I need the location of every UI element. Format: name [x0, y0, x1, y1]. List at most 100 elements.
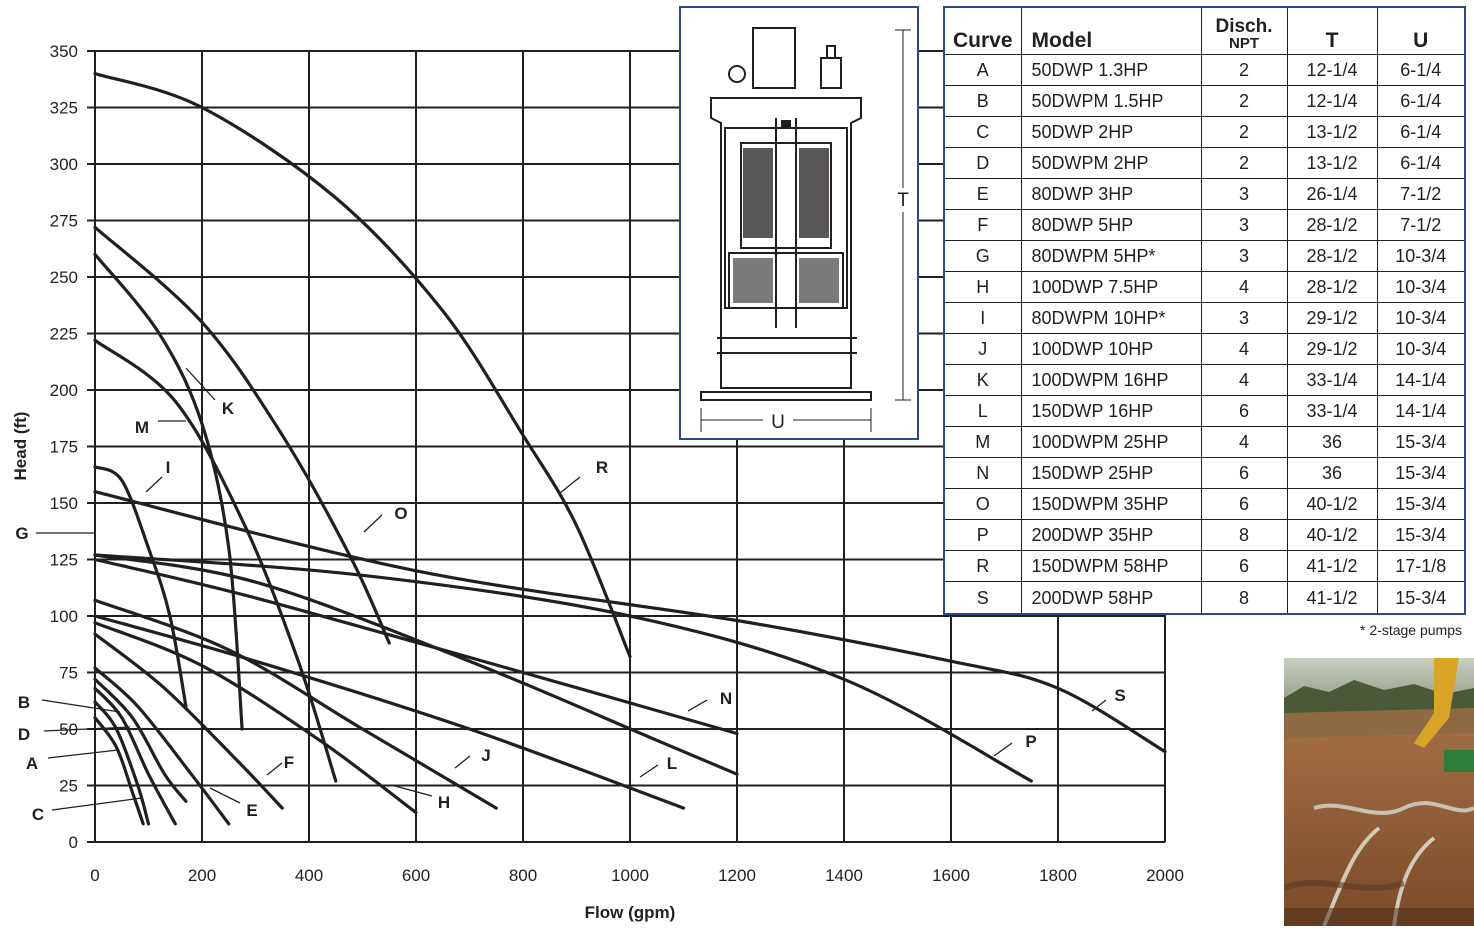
leader-line-a [47, 749, 119, 759]
cell-curve: L [945, 395, 1022, 428]
cell-disch: 3 [1200, 301, 1288, 334]
cell-u: 15-3/4 [1376, 426, 1464, 459]
leader-line-n [687, 699, 708, 712]
table-row: H 100DWP 7.5HP 4 28-1/2 10-3/4 [945, 270, 1464, 303]
table-row: I 80DWPM 10HP* 3 29-1/2 10-3/4 [945, 301, 1464, 334]
cell-u: 7-1/2 [1376, 208, 1464, 241]
cell-u: 10-3/4 [1376, 332, 1464, 365]
cell-curve: P [945, 519, 1022, 552]
cell-model: 50DWP 1.3HP [1020, 53, 1202, 86]
curve-label-m: M [135, 418, 149, 437]
curve-f [93, 632, 284, 810]
cell-t: 26-1/4 [1286, 177, 1378, 210]
curve-label-c: C [32, 805, 44, 824]
cell-t: 36 [1286, 426, 1378, 459]
cell-model: 100DWP 10HP [1020, 332, 1202, 365]
y-tick-label: 300 [50, 155, 78, 174]
cell-u: 7-1/2 [1376, 177, 1464, 210]
cell-model: 200DWP 35HP [1020, 519, 1202, 552]
cell-curve: I [945, 301, 1022, 334]
table-row: M 100DWPM 25HP 4 36 15-3/4 [945, 426, 1464, 459]
table-row: L 150DWP 16HP 6 33-1/4 14-1/4 [945, 395, 1464, 428]
leader-line-c [51, 797, 143, 811]
curve-e [93, 666, 231, 826]
cell-u: 14-1/4 [1376, 363, 1464, 397]
table-row: J 100DWP 10HP 4 29-1/2 10-3/4 [945, 332, 1464, 365]
table-row: S 200DWP 58HP 8 41-1/2 15-3/4 [945, 581, 1464, 613]
curve-label-o: O [394, 504, 407, 523]
cell-curve: B [945, 84, 1022, 117]
cell-u: 15-3/4 [1376, 581, 1464, 613]
cell-disch: 3 [1200, 208, 1288, 241]
curve-o [93, 225, 391, 645]
curve-label-j: J [481, 746, 490, 765]
y-tick-label: 250 [50, 268, 78, 287]
y-tick-label: 75 [59, 664, 78, 683]
curve-l [93, 614, 686, 810]
cell-disch: 3 [1200, 239, 1288, 272]
cell-curve: N [945, 457, 1022, 490]
cell-disch: 6 [1200, 550, 1288, 583]
leader-line-e [209, 787, 241, 804]
cell-disch: 6 [1200, 395, 1288, 428]
col-header-disch: Disch. NPT [1200, 8, 1288, 55]
curve-s [93, 490, 1167, 754]
curve-label-r: R [596, 458, 608, 477]
cell-u: 6-1/4 [1376, 146, 1464, 179]
table-row: K 100DWPM 16HP 4 33-1/4 14-1/4 [945, 363, 1464, 397]
curve-j [93, 598, 498, 810]
leader-line-p [993, 742, 1013, 757]
x-tick-label: 600 [402, 866, 430, 885]
leader-line-h [394, 785, 433, 797]
cell-model: 50DWPM 1.5HP [1020, 84, 1202, 117]
y-tick-label: 350 [50, 42, 78, 61]
table-row: R 150DWPM 58HP 6 41-1/2 17-1/8 [945, 550, 1464, 583]
curve-g [93, 553, 739, 776]
table-footnote: * 2-stage pumps [1360, 622, 1462, 638]
table-row: C 50DWP 2HP 2 13-1/2 6-1/4 [945, 115, 1464, 148]
x-tick-label: 1000 [611, 866, 649, 885]
pump-spec-table: Curve Model Disch. NPT T U A 50DWP 1.3HP 2… [945, 8, 1464, 613]
cell-t: 29-1/2 [1286, 301, 1378, 334]
cell-model: 100DWP 7.5HP [1020, 270, 1202, 303]
cell-disch: 6 [1200, 457, 1288, 490]
cell-u: 15-3/4 [1376, 519, 1464, 552]
x-tick-label: 800 [509, 866, 537, 885]
cell-t: 33-1/4 [1286, 395, 1378, 428]
cell-t: 28-1/2 [1286, 270, 1378, 303]
y-tick-label: 200 [50, 381, 78, 400]
cell-model: 150DWP 25HP [1020, 457, 1202, 490]
leader-line-d [43, 726, 131, 732]
x-tick-label: 2000 [1146, 866, 1184, 885]
table-row: O 150DWPM 35HP 6 40-1/2 15-3/4 [945, 488, 1464, 521]
cell-model: 100DWPM 16HP [1020, 363, 1202, 397]
leader-line-b [41, 699, 121, 713]
cell-disch: 4 [1200, 363, 1288, 397]
cell-disch: 2 [1200, 53, 1288, 86]
cell-model: 150DWPM 35HP [1020, 488, 1202, 521]
cell-curve: G [945, 239, 1022, 272]
leader-line-f [266, 762, 283, 776]
cell-t: 29-1/2 [1286, 332, 1378, 365]
curve-label-n: N [720, 689, 732, 708]
y-tick-label: 275 [50, 212, 78, 231]
cell-curve: O [945, 488, 1022, 521]
pump-spec-table-frame: Curve Model Disch. NPT T U A 50DWP 1.3HP 2… [943, 6, 1466, 615]
curve-n [93, 557, 739, 736]
cell-disch: 4 [1200, 270, 1288, 303]
curve-label-l: L [667, 754, 677, 773]
curve-b [93, 686, 177, 826]
cell-curve: J [945, 332, 1022, 365]
cell-disch: 3 [1200, 177, 1288, 210]
cell-curve: A [945, 53, 1022, 86]
dimension-u-label: U [771, 412, 785, 433]
leader-line-s [1091, 699, 1107, 712]
y-tick-label: 225 [50, 325, 78, 344]
table-row: G 80DWPM 5HP* 3 28-1/2 10-3/4 [945, 239, 1464, 272]
cell-model: 100DWPM 25HP [1020, 426, 1202, 459]
cell-curve: R [945, 550, 1022, 583]
y-tick-label: 150 [50, 494, 78, 513]
curve-k [93, 252, 244, 731]
cell-model: 150DWPM 58HP [1020, 550, 1202, 583]
cell-u: 10-3/4 [1376, 270, 1464, 303]
